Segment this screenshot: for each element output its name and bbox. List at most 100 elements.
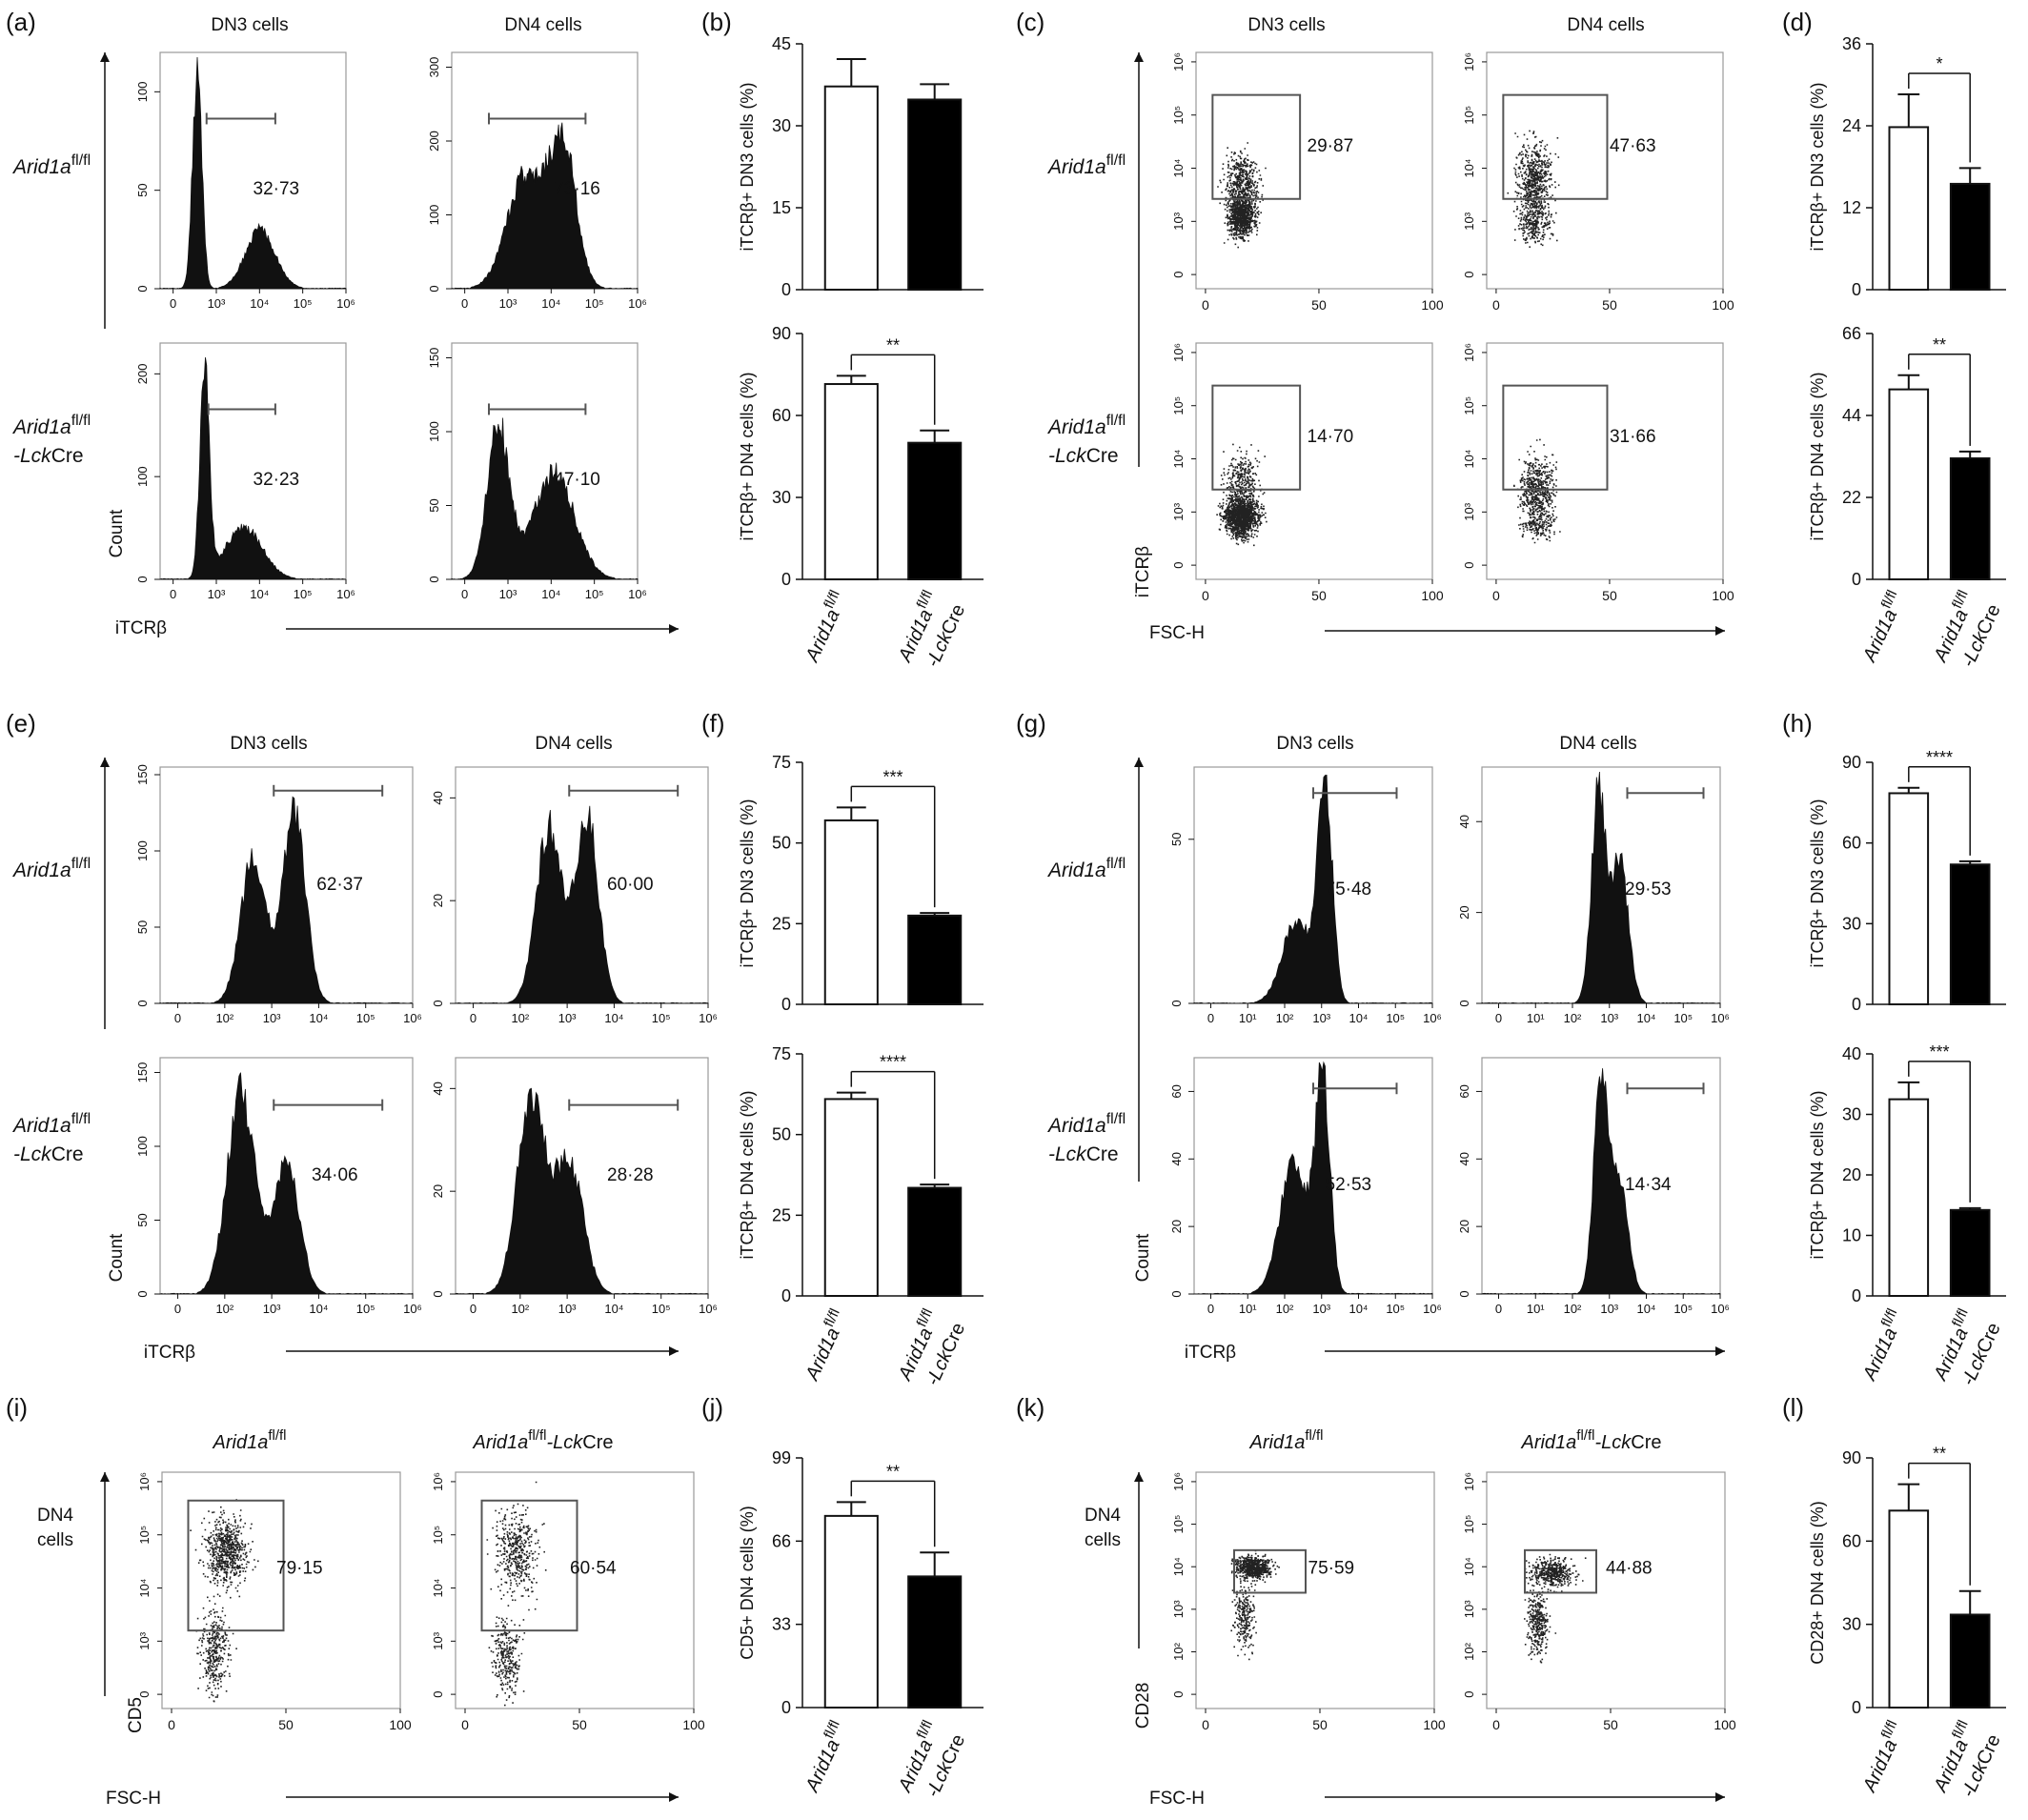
g-hist-1-xlabel-4: 10⁴ [1349,1011,1368,1025]
c-xarrow-head [1715,626,1725,636]
g-row-ko: Arid1afl/fl [1046,1111,1126,1137]
i-dn4-l2: cells [37,1530,73,1550]
c-scatter-1-gate [1211,93,1302,200]
i-scatter-2-ylabel-1: 10³ [431,1631,445,1649]
e-hist-1-xlabel-3: 10⁴ [309,1011,328,1025]
f-chart-1-ylabel-0: 0 [781,995,791,1014]
c-scatter-2-ylabel-2: 10⁴ [1462,158,1476,177]
f-chart-1-ylabel-1: 25 [772,914,791,933]
k-scatter-1-xlabel-1: 50 [1312,1717,1328,1732]
e-hist-2-curve [455,805,709,1004]
k-scatter-2-ylabel-0: 0 [1462,1691,1476,1698]
b-chart-1: 0 15 30 45 iTCRβ+ DN3 cells (%) [738,34,984,299]
a-hist-1: 0 50 100 0 10³ 10⁴ 10⁵ 10⁶ 32·73 [135,51,355,311]
i-scatter-2-gate-pct: 60·54 [570,1559,617,1579]
e-hist-1-curve [159,796,414,1004]
c-fsch-label: FSC-H [1149,623,1205,643]
panel-letter-l: (l) [1782,1393,1804,1422]
f-chart-2-ylabel-title: iTCRβ+ DN4 cells (%) [738,1091,757,1260]
e-hist-3-xlabel-2: 10³ [263,1302,281,1316]
a-row-ko-l2: -LckCre [13,445,84,467]
c-scatter-1-ylabel-3: 10⁵ [1171,106,1186,125]
e-hist-2: 0 20 40 0 10² 10³ 10⁴ 10⁵ 10⁶ 60·00 [431,766,718,1025]
c-scatter-3-xlabel-0: 0 [1202,588,1209,603]
f-chart-2: 0 25 50 75 **** iTCRβ+ DN4 cells (%) [738,1044,984,1305]
a-hist-1-gate-pct: 32·73 [254,179,300,199]
b-cat-wt: Arid1afl/fl [797,588,851,666]
f-cat-ko-l2: -LckCre [923,1320,970,1389]
a-hist-4-ylabel-0: 0 [427,576,441,582]
k-scatter-2-gate-pct: 44·88 [1606,1559,1653,1579]
g-hist-3-gate-pct: 52·53 [1326,1175,1372,1195]
e-hist-1-gate-pct: 62·37 [316,875,363,895]
e-yarrow-head [100,758,110,767]
c-scatter-1-frame [1195,51,1433,290]
e-hist-2-ylabel-2: 40 [431,791,445,804]
e-row-ko: Arid1afl/fl [11,1111,91,1137]
h-chart-2-bar-0 [1888,1098,1930,1297]
g-col-title-dn4: DN4 cells [1559,734,1636,754]
g-hist-4-xlabel-0: 0 [1495,1302,1502,1316]
i-scatter-2-ylabel-2: 10⁴ [431,1578,445,1597]
l-chart-1-ylabel-title: CD28+ DN4 cells (%) [1808,1501,1827,1665]
a-hist-1-xlabel-2: 10⁴ [250,296,269,311]
a-hist-4-ylabel-2: 100 [427,421,441,442]
g-hist-2: 0 20 40 0 10¹ 10² 10³ 10⁴ 10⁵ 10⁶ 29·53 [1457,766,1730,1025]
h-chart-1-ylabel-2: 60 [1842,834,1861,853]
c-scatter-4-ylabel-4: 10⁶ [1462,343,1476,362]
g-hist-1-xlabel-5: 10⁵ [1386,1011,1405,1025]
g-hist-4: 0 20 40 60 0 10¹ 10² 10³ 10⁴ 10⁵ 10⁶ 14·34 [1457,1057,1730,1316]
k-scatter-1-ylabel-3: 10⁴ [1171,1557,1186,1576]
a-hist-4-gate-pct: 47·10 [554,470,600,490]
k-scatter-2-xlabel-1: 50 [1603,1717,1618,1732]
k-col-wt: Arid1afl/fl [1249,1427,1324,1453]
panel-letter-j: (j) [701,1393,723,1422]
a-hist-4-xlabel-2: 10⁴ [541,587,560,601]
a-hist-2-xlabel-0: 0 [461,296,468,311]
i-scatter-1-xlabel-0: 0 [168,1717,175,1732]
g-hist-3-xlabel-0: 0 [1207,1302,1214,1316]
e-hist-1-xlabel-4: 10⁵ [356,1011,375,1025]
d-chart-1-bar-0 [1888,126,1930,291]
g-hist-1-xlabel-6: 10⁶ [1423,1011,1442,1025]
d-cat-wt: Arid1afl/fl [1855,588,1909,666]
c-row-wt: Arid1afl/fl [1046,152,1126,178]
a-hist-2-ylabel-0: 0 [427,285,441,292]
k-col-ko: Arid1afl/fl-LckCre [1520,1427,1661,1453]
h-chart-1-ylabel-3: 90 [1842,753,1861,772]
c-scatter-2-points [1507,130,1560,248]
b-chart-2-sig: ** [886,335,900,354]
k-yarrow-head [1134,1472,1144,1482]
k-scatter-1-ylabel-4: 10⁵ [1171,1515,1186,1534]
e-row-wt: Arid1afl/fl [11,856,91,881]
d-chart-2-ylabel-2: 44 [1842,406,1861,425]
c-scatter-3-ylabel-0: 0 [1171,562,1186,569]
i-scatter-1-ylabel-2: 10⁴ [137,1578,152,1597]
g-hist-1-ylabel-1: 50 [1169,833,1184,846]
a-hist-2-xlabel-1: 10³ [499,296,517,311]
b-cat-ko-l2: -LckCre [923,601,970,671]
e-hist-4-ylabel-2: 40 [431,1082,445,1095]
c-scatter-2-gate-pct: 47·63 [1610,136,1656,156]
e-xarrow-head [669,1346,679,1356]
i-scatter-1-ylabel-0: 0 [137,1691,152,1698]
e-hist-2-xlabel-5: 10⁶ [699,1011,718,1025]
e-hist-4-xlabel-1: 10² [511,1302,529,1316]
panel-letter-e: (e) [6,709,36,738]
b-chart-2-ylabel-title: iTCRβ+ DN4 cells (%) [738,373,757,541]
j-chart-1-ylabel-2: 66 [772,1531,791,1550]
h-chart-1: 0 30 60 90 **** iTCRβ+ DN3 cells (%) [1808,748,2006,1014]
g-hist-4-xlabel-6: 10⁶ [1711,1302,1730,1316]
l-chart-1-ylabel-0: 0 [1852,1698,1861,1717]
g-hist-3-ylabel-2: 40 [1169,1152,1184,1165]
c-scatter-4-ylabel-3: 10⁵ [1462,396,1476,415]
k-scatter-2-ylabel-3: 10⁴ [1462,1557,1476,1576]
f-chart-2-sig: **** [880,1053,906,1072]
i-scatter-2-ylabel-0: 0 [431,1691,445,1698]
a-hist-2: 0 100 200 300 0 10³ 10⁴ 10⁵ 10⁶ 73·16 [427,51,647,311]
d-chart-1-ylabel-3: 36 [1842,34,1861,53]
a-hist-2-xlabel-3: 10⁵ [585,296,604,311]
c-scatter-3-ylabel-3: 10⁵ [1171,396,1186,415]
a-hist-4-xlabel-1: 10³ [499,587,517,601]
l-chart-1-sig: ** [1933,1445,1946,1464]
